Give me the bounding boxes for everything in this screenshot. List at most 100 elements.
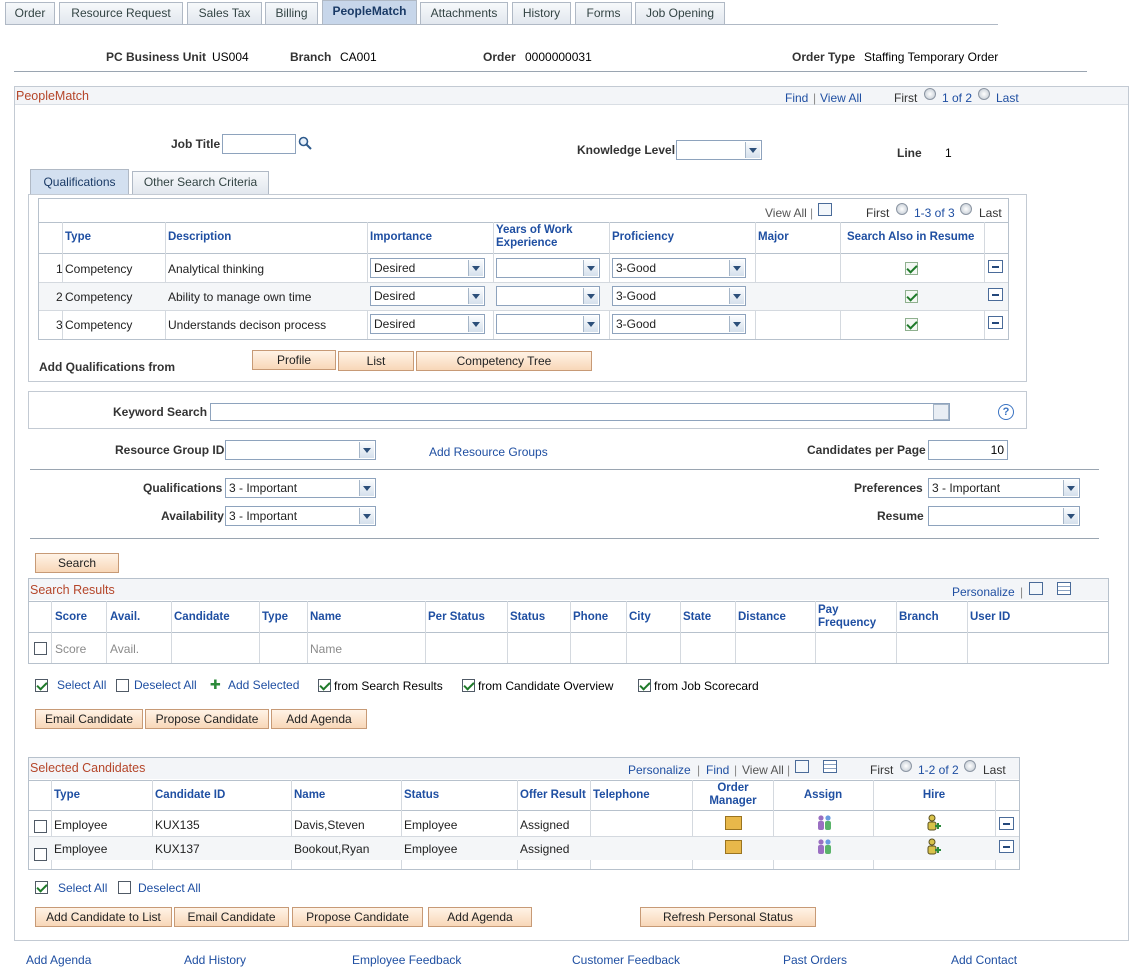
footer-employee-feedback-link[interactable]: Employee Feedback [352,953,462,967]
proficiency-select[interactable]: 3-Good [612,258,746,278]
tab-order[interactable]: Order [5,2,55,24]
add-resource-groups-link[interactable]: Add Resource Groups [429,445,548,459]
search-resume-checkbox[interactable] [905,262,918,275]
qualifications-weight-select[interactable]: 3 - Important [225,478,376,498]
qual-prev-icon[interactable] [896,203,908,215]
from-job-scorecard-checkbox[interactable] [638,679,651,692]
new-window-icon[interactable] [795,760,809,773]
new-window-icon[interactable] [1029,582,1043,595]
sc-personalize-link[interactable]: Personalize [628,763,691,777]
sc-deselect-all-checkbox[interactable] [118,881,131,894]
spinner-icon[interactable] [933,404,949,420]
sc-viewall-link[interactable]: View All [742,763,784,777]
sc-find-link[interactable]: Find [706,763,730,777]
refresh-personal-status-button[interactable]: Refresh Personal Status [640,907,816,927]
pm-prev-icon[interactable] [924,88,936,100]
add-candidate-to-list-button[interactable]: Add Candidate to List [35,907,172,927]
sc-prev-icon[interactable] [900,760,912,772]
keyword-search-input[interactable] [210,403,950,421]
sc-next-icon[interactable] [964,760,976,772]
add-selected-icon[interactable]: ✚ [210,677,221,692]
propose-candidate-button[interactable]: Propose Candidate [292,907,423,927]
profile-button[interactable]: Profile [252,350,336,370]
select-all-link[interactable]: Select All [57,678,107,692]
tab-peoplematch[interactable]: PeopleMatch [322,0,417,24]
years-select[interactable] [496,258,600,278]
delete-row-icon[interactable] [999,817,1014,830]
footer-past-orders-link[interactable]: Past Orders [783,953,848,967]
proficiency-select[interactable]: 3-Good [612,314,746,334]
sc-row-name-link[interactable]: Bookout,Ryan [294,842,370,856]
candidates-per-page-input[interactable]: 10 [928,440,1008,460]
years-select[interactable] [496,314,600,334]
email-candidate-button[interactable]: Email Candidate [35,709,143,729]
delete-row-icon[interactable] [988,316,1003,329]
download-grid-icon[interactable] [1057,582,1071,595]
deselect-all-link[interactable]: Deselect All [134,678,197,692]
order-manager-icon[interactable] [725,816,742,830]
delete-row-icon[interactable] [988,260,1003,273]
assign-icon[interactable] [816,814,834,831]
delete-row-icon[interactable] [988,288,1003,301]
email-candidate-button[interactable]: Email Candidate [174,907,289,927]
tab-job-opening[interactable]: Job Opening [635,2,725,24]
tab-forms[interactable]: Forms [575,2,632,24]
search-icon[interactable] [298,136,312,150]
sr-personalize-link[interactable]: Personalize [952,585,1015,599]
sc-row-name-link[interactable]: Davis,Steven [294,818,365,832]
pm-find-link[interactable]: Find [785,91,809,105]
resume-select[interactable] [928,506,1080,526]
footer-add-contact-link[interactable]: Add Contact [951,953,1018,967]
importance-select[interactable]: Desired [370,258,485,278]
competency-tree-button[interactable]: Competency Tree [416,351,592,371]
sc-row-checkbox[interactable] [34,848,47,861]
hire-icon[interactable] [925,814,943,831]
footer-add-history-link[interactable]: Add History [184,953,247,967]
order-manager-icon[interactable] [725,840,742,854]
from-candidate-overview-checkbox[interactable] [462,679,475,692]
add-selected-link[interactable]: Add Selected [228,678,300,692]
search-resume-checkbox[interactable] [905,318,918,331]
delete-row-icon[interactable] [999,840,1014,853]
importance-select[interactable]: Desired [370,286,485,306]
subtab-qualifications[interactable]: Qualifications [30,169,129,194]
years-select[interactable] [496,286,600,306]
add-agenda-button[interactable]: Add Agenda [428,907,532,927]
propose-candidate-button[interactable]: Propose Candidate [145,709,269,729]
tab-billing[interactable]: Billing [265,2,318,24]
sr-row-checkbox[interactable] [34,642,47,655]
pm-last-link[interactable]: Last [996,91,1019,105]
footer-customer-feedback-link[interactable]: Customer Feedback [572,953,681,967]
availability-select[interactable]: 3 - Important [225,506,376,526]
help-icon[interactable]: ? [998,404,1014,420]
deselect-all-checkbox[interactable] [116,679,129,692]
proficiency-select[interactable]: 3-Good [612,286,746,306]
sc-deselect-all-link[interactable]: Deselect All [138,881,201,895]
add-agenda-button[interactable]: Add Agenda [271,709,367,729]
select-all-checkbox[interactable] [35,679,48,692]
list-button[interactable]: List [338,351,414,371]
footer-add-agenda-link[interactable]: Add Agenda [26,953,92,967]
from-search-results-checkbox[interactable] [318,679,331,692]
tab-resource-request[interactable]: Resource Request [59,2,183,24]
tab-sales-tax[interactable]: Sales Tax [187,2,262,24]
tab-history[interactable]: History [512,2,571,24]
preferences-select[interactable]: 3 - Important [928,478,1080,498]
sc-select-all-checkbox[interactable] [35,881,48,894]
sc-select-all-link[interactable]: Select All [58,881,108,895]
importance-select[interactable]: Desired [370,314,485,334]
subtab-other-search-criteria[interactable]: Other Search Criteria [132,171,269,194]
job-title-input[interactable] [222,134,296,154]
search-button[interactable]: Search [35,553,119,573]
resource-group-select[interactable] [225,440,376,460]
sc-row-checkbox[interactable] [34,820,47,833]
pm-viewall-link[interactable]: View All [820,91,862,105]
pm-next-icon[interactable] [978,88,990,100]
download-grid-icon[interactable] [823,760,837,773]
knowledge-level-select[interactable] [676,140,762,160]
hire-icon[interactable] [925,838,943,855]
assign-icon[interactable] [816,838,834,855]
search-resume-checkbox[interactable] [905,290,918,303]
qual-viewall-link[interactable]: View All [765,206,807,220]
tab-attachments[interactable]: Attachments [420,2,508,24]
